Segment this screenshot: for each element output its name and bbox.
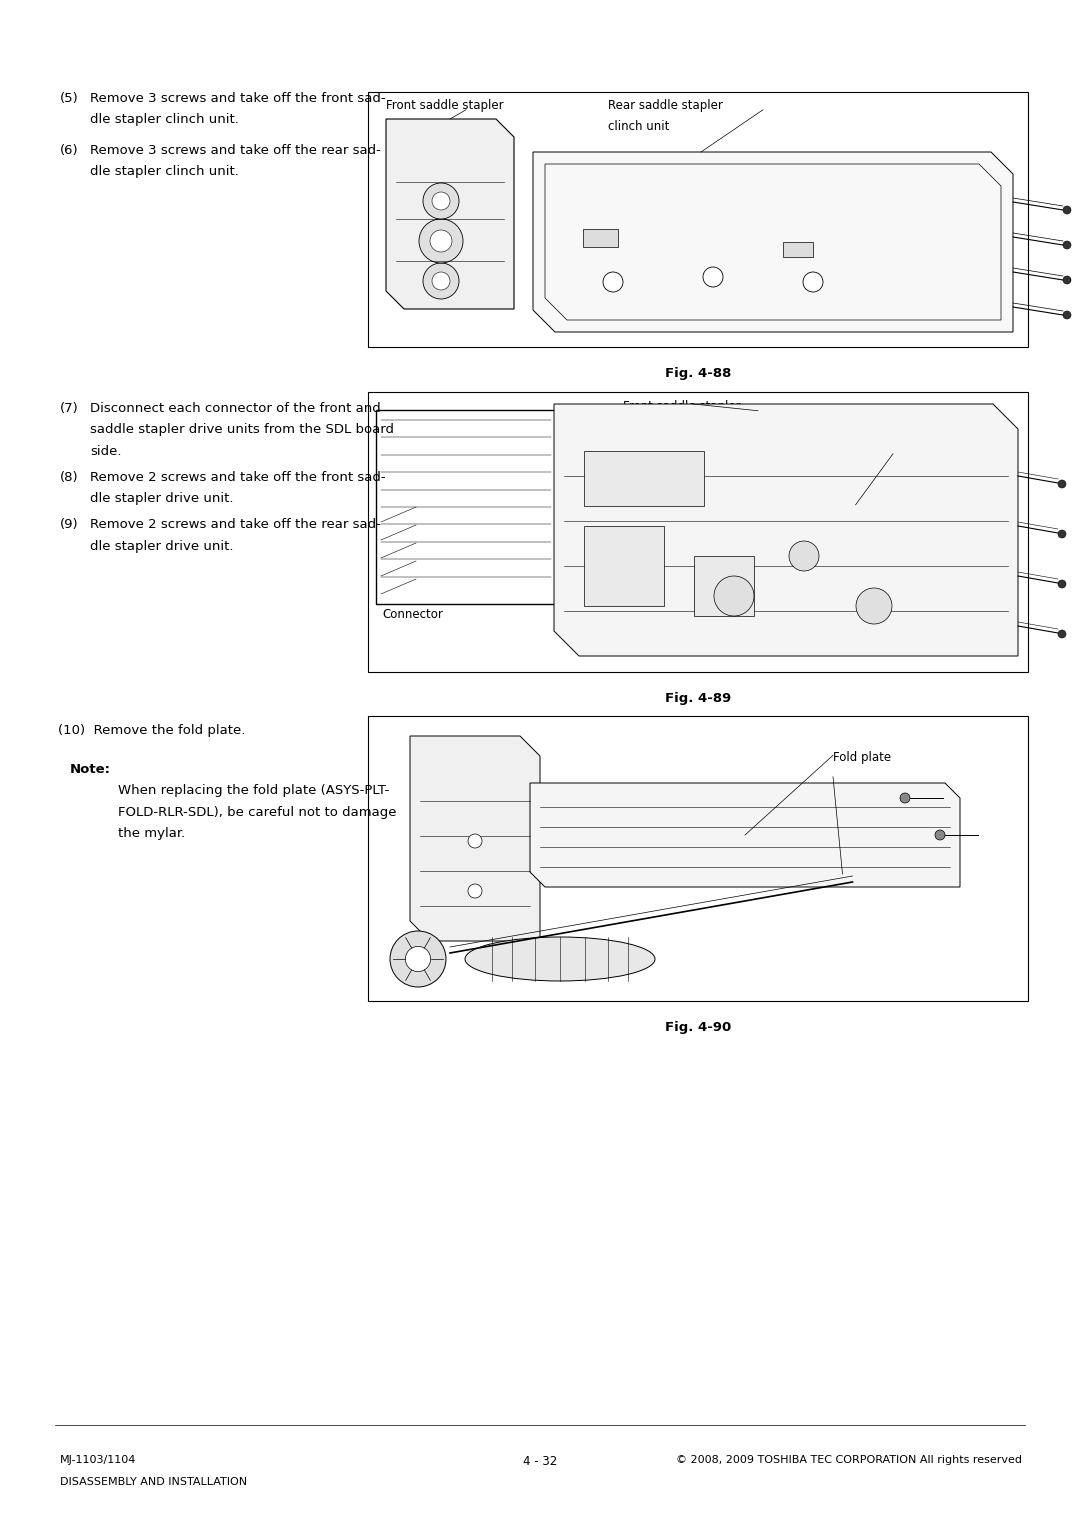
Text: 4 - 32: 4 - 32 <box>523 1455 557 1467</box>
Circle shape <box>1063 241 1071 249</box>
Bar <box>583 229 618 247</box>
Bar <box>783 241 813 257</box>
Text: MJ-1103/1104: MJ-1103/1104 <box>60 1455 136 1464</box>
Text: the mylar.: the mylar. <box>118 828 186 840</box>
Bar <box>368 92 1028 347</box>
Polygon shape <box>410 736 540 941</box>
Polygon shape <box>530 783 960 887</box>
Text: dle stapler clinch unit.: dle stapler clinch unit. <box>90 113 239 127</box>
Text: Mylar: Mylar <box>833 861 866 873</box>
Text: drive unit: drive unit <box>623 421 680 435</box>
Circle shape <box>856 588 892 625</box>
Text: FOLD-RLR-SDL), be careful not to damage: FOLD-RLR-SDL), be careful not to damage <box>118 806 396 818</box>
Text: Remove 2 screws and take off the front sad-: Remove 2 screws and take off the front s… <box>90 470 386 484</box>
Text: clinch unit: clinch unit <box>386 121 447 133</box>
Circle shape <box>432 192 450 211</box>
Polygon shape <box>554 405 1018 657</box>
Text: Fig. 4-89: Fig. 4-89 <box>665 692 731 705</box>
Text: (10)  Remove the fold plate.: (10) Remove the fold plate. <box>58 724 245 738</box>
Circle shape <box>1058 479 1066 489</box>
Ellipse shape <box>465 938 654 980</box>
Circle shape <box>423 263 459 299</box>
Circle shape <box>1063 276 1071 284</box>
Text: (8): (8) <box>60 470 79 484</box>
Circle shape <box>714 576 754 615</box>
Polygon shape <box>534 153 1013 331</box>
Text: Connector: Connector <box>382 608 443 621</box>
Polygon shape <box>386 119 514 308</box>
Text: Rear saddle stapler: Rear saddle stapler <box>743 443 858 457</box>
Text: © 2008, 2009 TOSHIBA TEC CORPORATION All rights reserved: © 2008, 2009 TOSHIBA TEC CORPORATION All… <box>676 1455 1022 1464</box>
Circle shape <box>703 267 723 287</box>
Text: Disconnect each connector of the front and: Disconnect each connector of the front a… <box>90 402 381 415</box>
Circle shape <box>405 947 431 971</box>
Bar <box>584 525 664 606</box>
Circle shape <box>432 272 450 290</box>
Text: (7): (7) <box>60 402 79 415</box>
Circle shape <box>603 272 623 292</box>
Circle shape <box>390 931 446 986</box>
Text: (6): (6) <box>60 144 79 157</box>
Circle shape <box>935 831 945 840</box>
Circle shape <box>430 231 453 252</box>
Bar <box>694 556 754 615</box>
Circle shape <box>804 272 823 292</box>
Text: dle stapler drive unit.: dle stapler drive unit. <box>90 539 233 553</box>
Bar <box>584 450 704 505</box>
Circle shape <box>419 218 463 263</box>
Text: Rear saddle stapler: Rear saddle stapler <box>608 99 723 111</box>
Text: dle stapler drive unit.: dle stapler drive unit. <box>90 492 233 505</box>
Circle shape <box>789 541 819 571</box>
Text: drive unit: drive unit <box>743 464 800 478</box>
Text: DISASSEMBLY AND INSTALLATION: DISASSEMBLY AND INSTALLATION <box>60 1477 247 1487</box>
Bar <box>368 716 1028 1002</box>
Circle shape <box>1058 631 1066 638</box>
Text: (5): (5) <box>60 92 79 105</box>
Bar <box>376 411 556 605</box>
Text: side.: side. <box>90 444 121 458</box>
Text: Fig. 4-90: Fig. 4-90 <box>665 1022 731 1034</box>
Text: Fold plate: Fold plate <box>833 751 891 764</box>
Circle shape <box>900 793 910 803</box>
Circle shape <box>1063 206 1071 214</box>
Text: clinch unit: clinch unit <box>608 121 670 133</box>
Circle shape <box>423 183 459 218</box>
Text: Front saddle stapler: Front saddle stapler <box>386 99 503 111</box>
Circle shape <box>1058 530 1066 538</box>
Text: saddle stapler drive units from the SDL board: saddle stapler drive units from the SDL … <box>90 423 394 437</box>
Text: Note:: Note: <box>70 762 111 776</box>
Text: Fig. 4-88: Fig. 4-88 <box>665 366 731 380</box>
Bar <box>368 392 1028 672</box>
Text: (9): (9) <box>60 518 79 531</box>
Circle shape <box>1063 312 1071 319</box>
Text: Remove 3 screws and take off the front sad-: Remove 3 screws and take off the front s… <box>90 92 386 105</box>
Text: dle stapler clinch unit.: dle stapler clinch unit. <box>90 165 239 179</box>
Circle shape <box>1058 580 1066 588</box>
Circle shape <box>468 884 482 898</box>
Text: When replacing the fold plate (ASYS-PLT-: When replacing the fold plate (ASYS-PLT- <box>118 785 390 797</box>
Text: Remove 3 screws and take off the rear sad-: Remove 3 screws and take off the rear sa… <box>90 144 381 157</box>
Text: Front saddle stapler: Front saddle stapler <box>623 400 741 412</box>
Text: Remove 2 screws and take off the rear sad-: Remove 2 screws and take off the rear sa… <box>90 518 381 531</box>
Circle shape <box>468 834 482 847</box>
